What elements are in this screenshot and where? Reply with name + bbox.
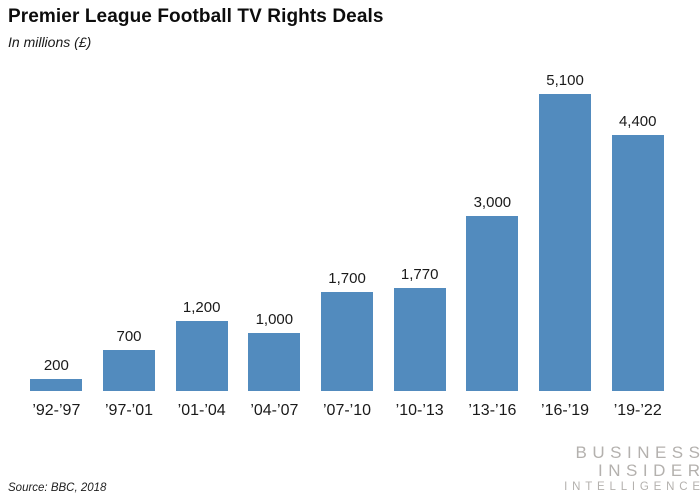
logo-line-intelligence: INTELLIGENCE bbox=[564, 481, 700, 493]
bar-column: 700 bbox=[93, 328, 166, 391]
x-axis-label: ’07-’10 bbox=[323, 402, 372, 419]
bar-column: 1,770 bbox=[383, 266, 456, 391]
bar-value-label: 200 bbox=[43, 357, 69, 375]
x-axis-label: ’01-’04 bbox=[177, 402, 226, 419]
bar bbox=[611, 134, 664, 391]
bar-value-label: 1,000 bbox=[255, 310, 294, 328]
bars-row: 200 700 1,200 1,000 1,700 1,770 3,000 5,100 4,40… bbox=[20, 60, 674, 391]
bar-column: 5,100 bbox=[529, 72, 602, 391]
x-axis-label: ’10-’13 bbox=[395, 402, 444, 419]
bar-value-label: 700 bbox=[116, 328, 142, 346]
chart-subtitle: In millions (£) bbox=[8, 34, 92, 50]
bar-column: 1,200 bbox=[165, 299, 238, 391]
bar-value-label: 1,700 bbox=[328, 270, 366, 287]
bar-value-label: 5,100 bbox=[546, 72, 584, 89]
x-axis-label: ’16-’19 bbox=[541, 402, 590, 419]
x-labels-row: ’92-’97 ’97-’01 ’01-’04 ’04-’07 ’07-’10 ’10-’… bbox=[20, 402, 674, 420]
x-axis-label: ’97-’01 bbox=[104, 402, 154, 419]
logo-line-insider: INSIDER bbox=[598, 461, 700, 480]
bar bbox=[30, 379, 83, 391]
bar bbox=[175, 321, 228, 391]
bar-chart: 200 700 1,200 1,000 1,700 1,770 3,000 5,100 4,40… bbox=[20, 60, 674, 420]
bar-value-label: 1,770 bbox=[400, 265, 439, 283]
bar bbox=[248, 332, 301, 391]
bar-column: 4,400 bbox=[601, 113, 674, 391]
bar-column: 1,000 bbox=[238, 311, 311, 391]
source-note: Source: BBC, 2018 bbox=[8, 482, 107, 494]
x-axis-label: ’19-’22 bbox=[613, 402, 662, 419]
x-axis-label: ’13-’16 bbox=[468, 402, 517, 419]
business-insider-intelligence-logo: BUSINESS INSIDER INTELLIGENCE bbox=[564, 444, 700, 494]
bar-value-label: 3,000 bbox=[473, 194, 512, 212]
bar bbox=[321, 292, 374, 391]
bar-column: 200 bbox=[20, 357, 93, 391]
chart-title: Premier League Football TV Rights Deals bbox=[8, 6, 384, 27]
bar bbox=[539, 94, 592, 391]
bar-value-label: 1,200 bbox=[182, 299, 221, 317]
bar-column: 3,000 bbox=[456, 194, 529, 391]
bar bbox=[103, 350, 155, 391]
bar-value-label: 4,400 bbox=[618, 112, 657, 130]
bar bbox=[466, 216, 519, 391]
bar-column: 1,700 bbox=[311, 270, 384, 391]
logo-line-business: BUSINESS bbox=[575, 443, 700, 462]
x-axis-label: ’92-’97 bbox=[32, 402, 81, 419]
bar bbox=[393, 287, 446, 391]
x-axis-label: ’04-’07 bbox=[250, 402, 299, 419]
